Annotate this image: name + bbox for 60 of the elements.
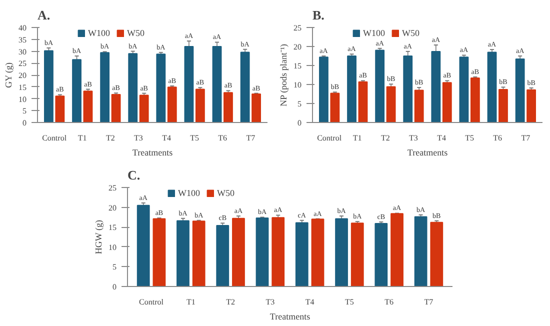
x-tick-label: T1 <box>78 134 87 142</box>
x-tick-label: T2 <box>380 134 390 142</box>
y-tick-label: 0 <box>22 118 26 128</box>
x-tick-label: T5 <box>465 134 474 142</box>
y-tick-label: 20 <box>294 42 302 52</box>
legend-label: W50 <box>127 28 146 38</box>
legend-label: W50 <box>402 28 420 38</box>
x-tick-label: T2 <box>226 298 235 306</box>
legend-label: W50 <box>217 188 236 198</box>
x-tick-label: T5 <box>190 134 200 142</box>
y-tick-label: 10 <box>294 80 302 90</box>
x-tick-label: T4 <box>162 134 171 142</box>
x-tick-label: T4 <box>305 298 314 306</box>
y-tick-label: 5 <box>112 262 116 272</box>
y-tick-label: 20 <box>108 203 116 212</box>
x-tick-label: Control <box>317 134 342 142</box>
y-tick-label: 10 <box>18 94 26 104</box>
y-axis-title: HGW (g) <box>94 220 104 254</box>
x-tick-label: T1 <box>352 134 362 142</box>
y-tick-label: 25 <box>18 59 26 68</box>
legend-label: W100 <box>88 28 110 38</box>
y-tick-label: 5 <box>298 100 302 108</box>
x-tick-label: T1 <box>186 298 196 306</box>
y-tick-label: 40 <box>18 24 26 32</box>
y-tick-label: 20 <box>18 71 26 80</box>
y-tick-label: 35 <box>18 35 26 44</box>
x-tick-label: T3 <box>409 134 418 142</box>
y-axis-title: GY (g) <box>4 62 14 88</box>
x-tick-label: T7 <box>424 298 434 306</box>
x-tick-label: T4 <box>437 134 446 142</box>
y-tick-label: 30 <box>18 47 26 56</box>
y-tick-label: 25 <box>294 24 302 32</box>
x-tick-label: T6 <box>218 134 228 142</box>
x-tick-label: T2 <box>106 134 115 142</box>
y-tick-label: 15 <box>18 82 26 92</box>
chart-title: A. <box>38 8 50 22</box>
y-axis-title: NP (pods plant⁻¹) <box>278 44 288 106</box>
legend-label: W100 <box>178 188 200 198</box>
x-axis-title: Treatments <box>407 148 448 158</box>
x-tick-label: T3 <box>266 298 275 306</box>
y-tick-label: 0 <box>112 282 116 292</box>
x-tick-label: T6 <box>384 298 394 306</box>
x-tick-label: T7 <box>521 134 530 142</box>
x-tick-label: T6 <box>493 134 502 142</box>
y-tick-label: 5 <box>22 106 26 116</box>
x-tick-label: Control <box>42 134 68 142</box>
chart-title: C. <box>128 168 140 182</box>
y-tick-label: 15 <box>294 62 302 70</box>
chart-title: B. <box>312 8 324 22</box>
y-tick-label: 15 <box>108 223 116 232</box>
x-tick-label: Control <box>139 298 164 306</box>
x-axis-title: Treatments <box>132 148 174 158</box>
legend-label: W100 <box>363 28 385 38</box>
x-tick-label: T5 <box>345 298 354 306</box>
x-axis-title: Treatments <box>270 312 311 322</box>
y-tick-label: 10 <box>108 242 116 252</box>
y-tick-label: 0 <box>298 118 302 128</box>
x-tick-label: T7 <box>246 134 256 142</box>
x-tick-label: T3 <box>134 134 143 142</box>
y-tick-label: 25 <box>108 184 116 192</box>
